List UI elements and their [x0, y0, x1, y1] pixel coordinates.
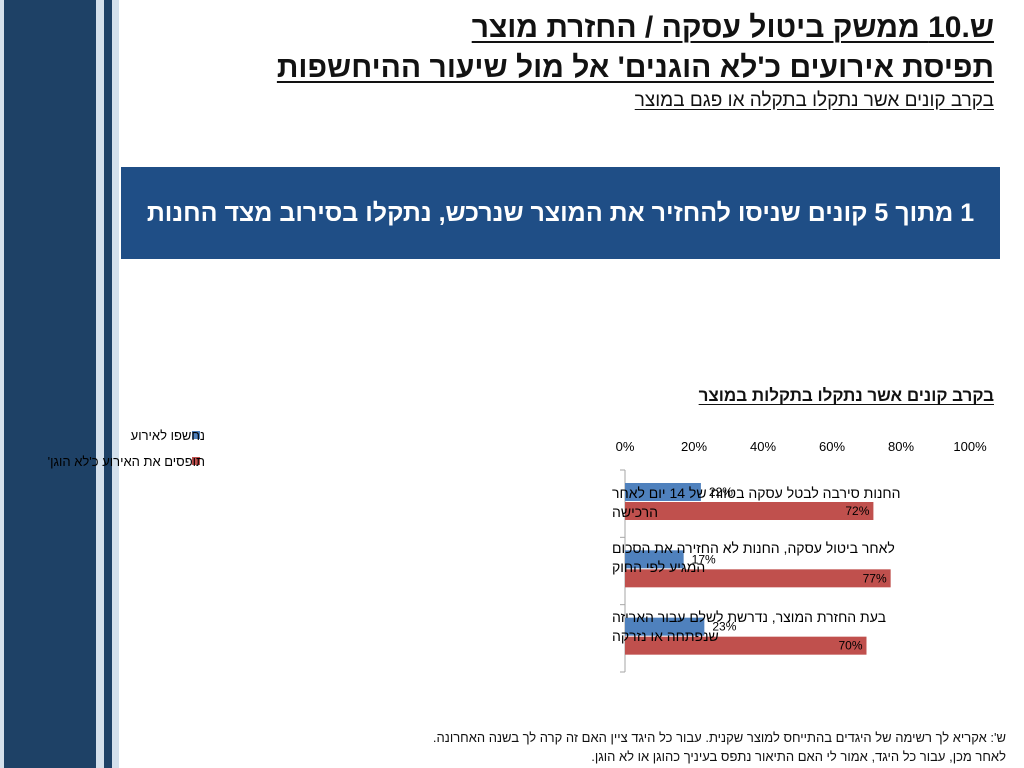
slide-title-line-1: ש.10 ממשק ביטול עסקה / החזרת מוצר — [471, 11, 994, 44]
question-footnote: ש': אקריא לך רשימה של היגדים בהתייחס למו… — [246, 728, 1006, 766]
data-label: 17% — [692, 552, 716, 566]
category-label: החנות סירבה לבטל עסקה בטווח של 14 יום לא… — [612, 485, 901, 501]
slide-subtitle: בקרב קונים אשר נתקלו בתקלה או פגם במוצר — [634, 90, 994, 111]
legend-swatch-exposed — [192, 431, 200, 439]
x-tick-label: 80% — [888, 439, 914, 454]
category-label: לאחר ביטול עסקה, החנות לא החזירה את הסכו… — [612, 540, 895, 556]
key-finding-callout: 1 מתוך 5 קונים שניסו להחזיר את המוצר שנר… — [121, 167, 1000, 259]
bar-unfair — [625, 636, 867, 655]
legend-label: נחשפו לאירוע — [131, 428, 205, 443]
slide-header: ש.10 ממשק ביטול עסקה / החזרת מוצר תפיסת … — [114, 8, 994, 114]
bar-unfair — [625, 502, 874, 520]
footnote-line-1: ש': אקריא לך רשימה של היגדים בהתייחס למו… — [432, 730, 1006, 745]
bar-exposed — [625, 550, 684, 569]
category-label: בעת החזרת המוצר, נדרשת לשלם עבור האריזה — [612, 609, 886, 625]
x-tick-label: 60% — [819, 439, 845, 454]
key-finding-text: 1 מתוך 5 קונים שניסו להחזיר את המוצר שנר… — [146, 199, 975, 227]
left-navy-stripe — [104, 0, 112, 768]
data-label: 77% — [863, 571, 887, 585]
bar-unfair — [625, 569, 891, 588]
data-label: 70% — [838, 639, 862, 653]
footnote-line-2: לאחר מכן, עבור כל היגד, אמור לי האם התיא… — [591, 749, 1006, 764]
data-label: 22% — [709, 485, 733, 499]
slide-title-line-2: תפיסת אירועים כ'לא הוגנים' אל מול שיעור … — [276, 51, 994, 84]
x-tick-label: 40% — [750, 439, 776, 454]
left-navy-panel — [4, 0, 96, 768]
x-tick-label: 20% — [681, 439, 707, 454]
x-tick-label: 100% — [953, 439, 987, 454]
legend-swatch-unfair — [192, 457, 200, 465]
bar-exposed — [625, 483, 701, 501]
category-label: שנפתחה או נזרקה — [612, 628, 719, 644]
legend-label: תופסים את האירוע כ'לא הוגן' — [48, 454, 205, 469]
data-label: 72% — [845, 504, 869, 518]
category-label: הרכישה — [612, 504, 658, 520]
category-label: המגיע לפי החוק — [612, 559, 705, 575]
data-label: 23% — [712, 620, 736, 634]
x-tick-label: 0% — [616, 439, 635, 454]
bar-exposed — [625, 617, 705, 636]
chart-title: בקרב קונים אשר נתקלו בתקלות במוצר — [698, 386, 994, 405]
